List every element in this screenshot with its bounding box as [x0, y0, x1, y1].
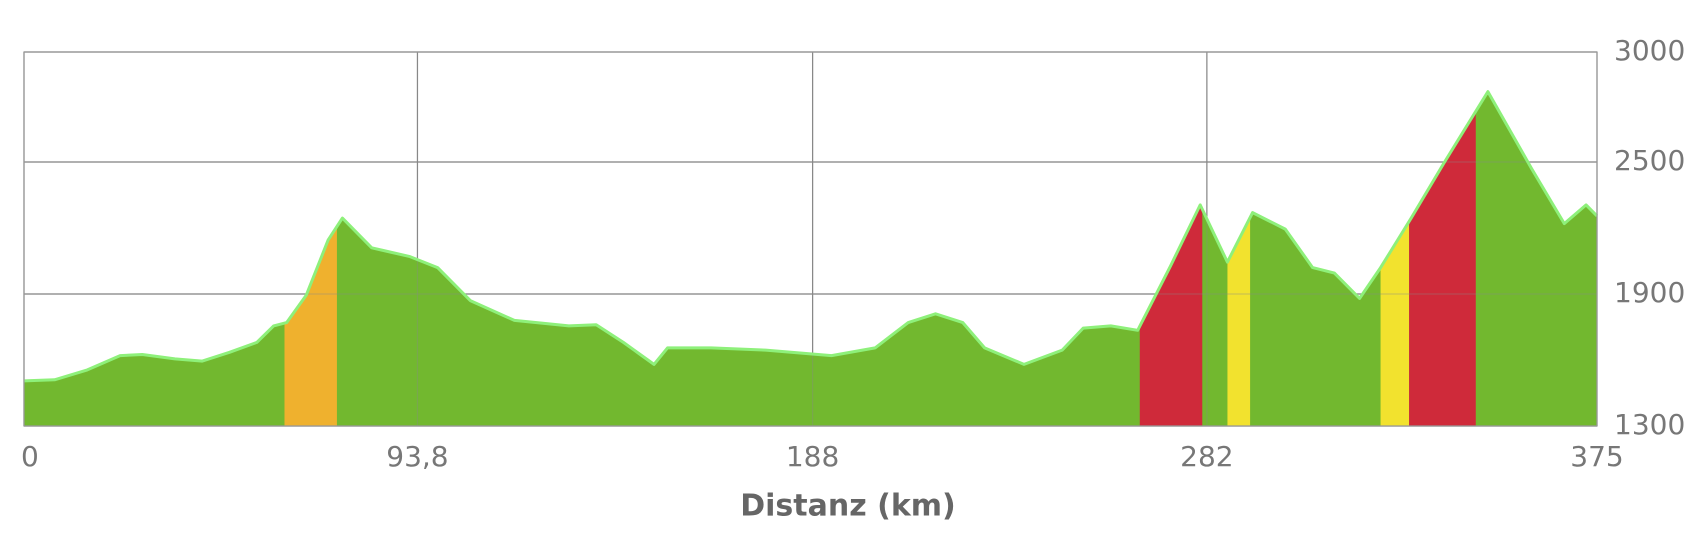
- x-tick-label: 282: [1180, 440, 1233, 473]
- gradient-segment: [1409, 91, 1476, 426]
- area-fill: [24, 91, 1597, 426]
- gradient-segment: [1139, 91, 1203, 426]
- y-tick-label: 2500: [1614, 144, 1685, 177]
- x-tick-label: 188: [786, 440, 839, 473]
- x-tick-label: 0: [21, 440, 39, 473]
- x-tick-label: 93,8: [386, 440, 448, 473]
- y-tick-label: 3000: [1614, 34, 1685, 67]
- plot-border: [23, 51, 1598, 427]
- profile-line: [23, 90, 1599, 383]
- gradient-segment: [1380, 91, 1410, 426]
- x-axis-title: Distanz (km): [740, 489, 956, 524]
- y-tick-label: 1300: [1614, 408, 1685, 441]
- y-tick-label: 1900: [1614, 276, 1685, 309]
- x-tick-label: 375: [1570, 440, 1623, 473]
